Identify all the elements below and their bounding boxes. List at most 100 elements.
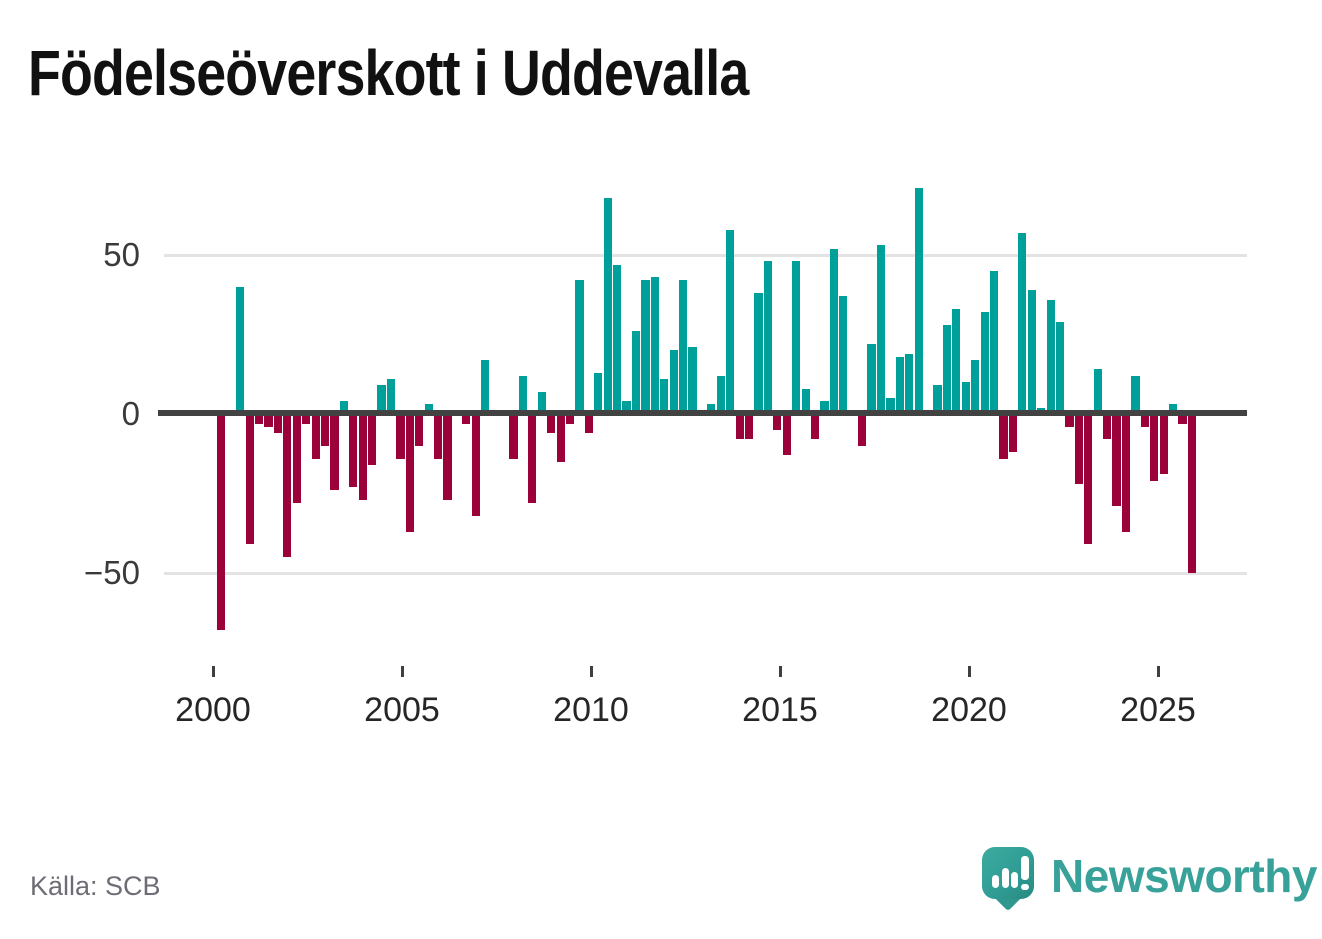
- bar-2009-Q3: [575, 280, 584, 414]
- logo-exclamation-dot: [1020, 884, 1029, 890]
- bar-2000-Q3: [236, 286, 245, 414]
- bar-2002-Q3: [311, 414, 320, 459]
- source-label: Källa: SCB: [30, 871, 161, 901]
- bar-2003-Q3: [349, 414, 358, 488]
- bar-2023-Q1: [1084, 414, 1093, 545]
- bar-2009-Q4: [584, 414, 593, 434]
- bar-2024-Q2: [1131, 375, 1140, 414]
- bar-2001-Q4: [283, 414, 292, 558]
- bar-2008-Q1: [518, 375, 528, 414]
- x-tick-2005: [400, 666, 404, 677]
- bar-2013-Q3: [726, 229, 735, 414]
- x-axis-label-2015: 2015: [742, 691, 818, 729]
- bar-2013-Q2: [716, 375, 725, 414]
- bar-2005-Q3: [424, 404, 433, 414]
- bar-2019-Q4: [961, 382, 970, 414]
- bar-2001-Q1: [254, 414, 264, 424]
- bar-2014-Q1: [744, 414, 754, 440]
- bar-2008-Q4: [547, 414, 556, 434]
- logo-exclamation-bar: [1020, 856, 1029, 880]
- bar-2017-Q2: [867, 344, 876, 414]
- bar-2012-Q2: [679, 280, 688, 414]
- bar-2004-Q3: [386, 379, 396, 414]
- bar-2022-Q4: [1074, 414, 1083, 484]
- bar-2005-Q1: [405, 414, 414, 532]
- logo-bar-tall: [1001, 868, 1009, 888]
- bar-2022-Q3: [1065, 414, 1074, 427]
- bar-2001-Q2: [264, 414, 273, 427]
- bar-2003-Q4: [358, 414, 367, 500]
- bar-2006-Q1: [443, 414, 452, 500]
- bar-2011-Q4: [660, 379, 669, 414]
- bar-2021-Q1: [1008, 414, 1018, 453]
- bar-2008-Q2: [528, 414, 537, 504]
- x-tick-2020: [967, 666, 971, 677]
- bar-2020-Q1: [971, 359, 980, 414]
- bar-2023-Q2: [1093, 369, 1102, 414]
- bar-2024-Q4: [1150, 414, 1159, 481]
- bar-2025-Q4: [1187, 414, 1197, 573]
- y-axis-label--50: −50: [84, 554, 140, 591]
- zero-line: [158, 410, 1247, 416]
- bar-2017-Q1: [858, 414, 867, 446]
- bar-2018-Q2: [905, 353, 914, 414]
- bar-2018-Q1: [895, 356, 904, 414]
- bar-2021-Q2: [1018, 232, 1027, 414]
- bar-2015-Q3: [801, 388, 810, 414]
- bar-2024-Q3: [1140, 414, 1149, 427]
- bar-2011-Q3: [650, 277, 659, 414]
- bar-2005-Q2: [415, 414, 424, 446]
- bar-2013-Q4: [735, 414, 744, 440]
- bar-2010-Q3: [613, 264, 622, 414]
- bar-2011-Q2: [641, 280, 650, 414]
- bar-2021-Q3: [1027, 289, 1036, 414]
- bar-2017-Q4: [886, 398, 895, 414]
- bar-2016-Q2: [829, 248, 838, 414]
- bar-2000-Q4: [245, 414, 254, 545]
- bar-2025-Q1: [1159, 414, 1168, 475]
- bar-2019-Q1: [933, 385, 942, 414]
- bar-2020-Q2: [980, 312, 989, 414]
- x-axis-label-2000: 2000: [175, 691, 251, 729]
- bar-2014-Q3: [763, 261, 773, 414]
- bar-2000-Q1: [217, 414, 226, 631]
- bar-2010-Q1: [594, 372, 603, 414]
- bar-2014-Q4: [773, 414, 782, 430]
- bar-2015-Q4: [810, 414, 820, 440]
- bar-2022-Q1: [1046, 299, 1055, 414]
- x-tick-2025: [1156, 666, 1160, 677]
- bar-2002-Q4: [320, 414, 330, 446]
- bar-2004-Q4: [396, 414, 405, 459]
- bar-2006-Q3: [462, 414, 471, 424]
- bar-2010-Q4: [622, 401, 631, 414]
- x-tick-2010: [589, 666, 593, 677]
- x-tick-2015: [778, 666, 782, 677]
- bar-2012-Q3: [688, 347, 697, 414]
- logo-bar-small: [992, 875, 999, 888]
- bar-2005-Q4: [434, 414, 443, 459]
- bar-2006-Q4: [471, 414, 480, 516]
- bar-2017-Q3: [876, 245, 886, 414]
- x-tick-2000: [211, 666, 215, 677]
- logo-bar-medium: [1011, 872, 1018, 888]
- bar-2011-Q1: [631, 331, 641, 414]
- x-axis-label-2020: 2020: [931, 691, 1007, 729]
- bar-2015-Q1: [782, 414, 791, 456]
- y-axis-label-0: 0: [121, 395, 140, 432]
- bar-2020-Q4: [999, 414, 1008, 459]
- newsworthy-logo: Newsworthy: [982, 847, 1322, 917]
- x-axis-label-2010: 2010: [553, 691, 629, 729]
- bar-2015-Q2: [792, 261, 801, 414]
- bar-2007-Q4: [509, 414, 518, 459]
- bar-2022-Q2: [1055, 321, 1065, 414]
- bar-2024-Q1: [1121, 414, 1131, 532]
- bar-2007-Q1: [481, 359, 490, 414]
- bar-2016-Q3: [839, 296, 848, 414]
- bar-2019-Q2: [942, 324, 952, 414]
- bar-2019-Q3: [952, 309, 961, 414]
- bar-2002-Q1: [292, 414, 301, 504]
- gridline-50: [164, 253, 1247, 257]
- bar-2004-Q2: [377, 385, 386, 414]
- bar-2003-Q1: [330, 414, 339, 491]
